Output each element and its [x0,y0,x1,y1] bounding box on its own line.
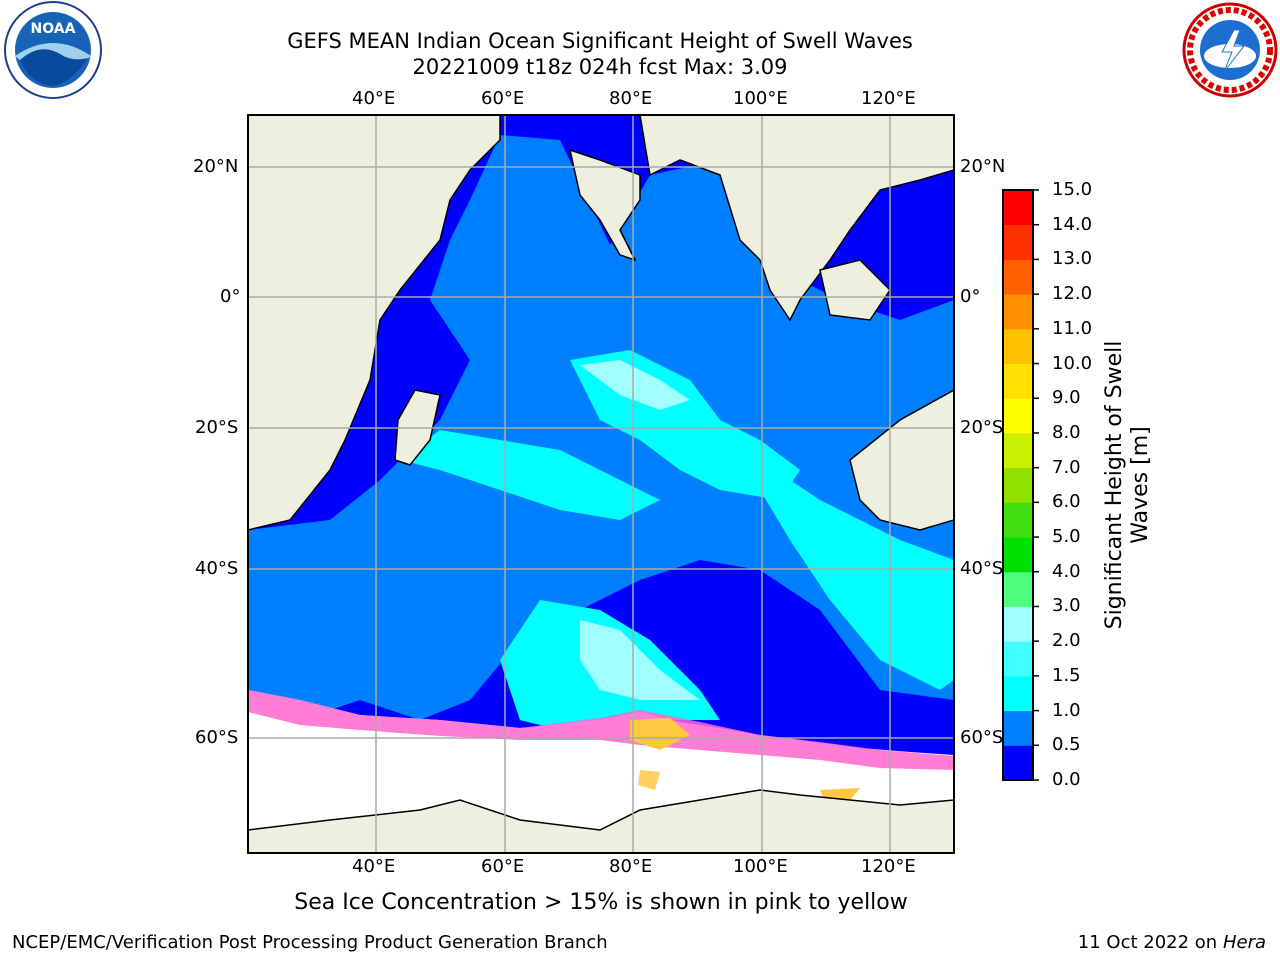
map-subtitle: 20221009 t18z 024h fcst Max: 3.09 [412,55,788,79]
lon-tick-bottom: 80°E [609,856,653,877]
colorbar-segment [1003,294,1033,330]
map-title: GEFS MEAN Indian Ocean Significant Heigh… [287,29,913,53]
colorbar-title: Significant Height of Swell Waves [m] [1102,340,1153,630]
footer-date-text: 11 Oct 2022 on [1077,932,1223,953]
lat-tick-right: 60°S [960,727,1004,748]
nws-logo [1182,2,1278,98]
colorbar-tick-label: 4.0 [1052,560,1081,582]
colorbar-segment [1003,398,1033,434]
colorbar-segment [1003,328,1033,365]
lat-tick-right: 40°S [960,558,1004,579]
lat-tick-left: 0° [220,286,241,307]
colorbar-tick-label: 1.5 [1052,664,1081,686]
footer-date: 11 Oct 2022 on Hera [1078,932,1266,953]
colorbar-tick-label: 13.0 [1052,248,1093,270]
colorbar-tick-label: 14.0 [1052,213,1093,235]
colorbar-tick-label: 12.0 [1052,283,1093,305]
colorbar-tick-label: 15.0 [1052,179,1093,200]
colorbar-segment [1003,363,1033,399]
colorbar-tick-label: 0.5 [1052,734,1081,756]
colorbar-tick-label: 8.0 [1052,421,1081,443]
colorbar-segment [1003,259,1033,295]
colorbar-tick-label: 0.0 [1052,769,1081,790]
colorbar-tick-label: 9.0 [1052,387,1081,409]
colorbar-segment [1003,606,1033,642]
lon-tick-top: 80°E [609,88,653,109]
colorbar-segment [1003,641,1033,677]
gridlines [248,115,954,853]
colorbar-tick-label: 5.0 [1052,526,1081,548]
noaa-logo: NOAA [4,1,102,99]
lat-tick-left: 60°S [195,727,239,748]
colorbar-segment [1003,675,1033,712]
lat-tick-right: 20°S [960,417,1004,438]
colorbar-segment [1003,224,1033,260]
sea-ice-caption: Sea Ice Concentration > 15% is shown in … [294,890,908,915]
colorbar-segment [1003,710,1033,746]
colorbar-segment [1003,745,1033,781]
swell-1.5-2.0 [580,360,700,700]
lon-tick-top: 100°E [733,88,788,109]
colorbar-tick-label: 7.0 [1052,456,1081,478]
lon-tick-bottom: 40°E [352,856,396,877]
footer-org: NCEP/EMC/Verification Post Processing Pr… [12,932,608,953]
lat-tick-right: 0° [960,286,981,307]
colorbar-segment [1003,571,1033,607]
lat-tick-left: 40°S [195,558,239,579]
lon-tick-top: 40°E [352,88,396,109]
lat-tick-left: 20°S [195,417,239,438]
lat-tick-left: 20°N [193,156,239,177]
lon-tick-bottom: 60°E [481,856,525,877]
colorbar-segment [1003,537,1033,573]
colorbar-tick-label: 6.0 [1052,491,1081,513]
lon-tick-top: 60°E [481,88,525,109]
colorbar [1002,189,1039,781]
colorbar-tick-label: 10.0 [1052,352,1093,374]
lon-tick-bottom: 120°E [861,856,916,877]
map-frame [247,114,955,854]
colorbar-tick-label: 11.0 [1052,317,1093,339]
svg-text:NOAA: NOAA [31,21,76,37]
colorbar-tick-label: 1.0 [1052,699,1081,721]
lon-tick-bottom: 100°E [733,856,788,877]
colorbar-segment [1003,190,1033,226]
colorbar-segment [1003,502,1033,538]
colorbar-tick-label: 3.0 [1052,595,1081,617]
colorbar-segment [1003,467,1033,503]
colorbar-frame [1002,189,1034,781]
colorbar-segment [1003,432,1033,469]
colorbar-tick-label: 2.0 [1052,630,1081,652]
footer-host: Hera [1222,932,1266,953]
lon-tick-top: 120°E [861,88,916,109]
lat-tick-right: 20°N [960,156,1006,177]
